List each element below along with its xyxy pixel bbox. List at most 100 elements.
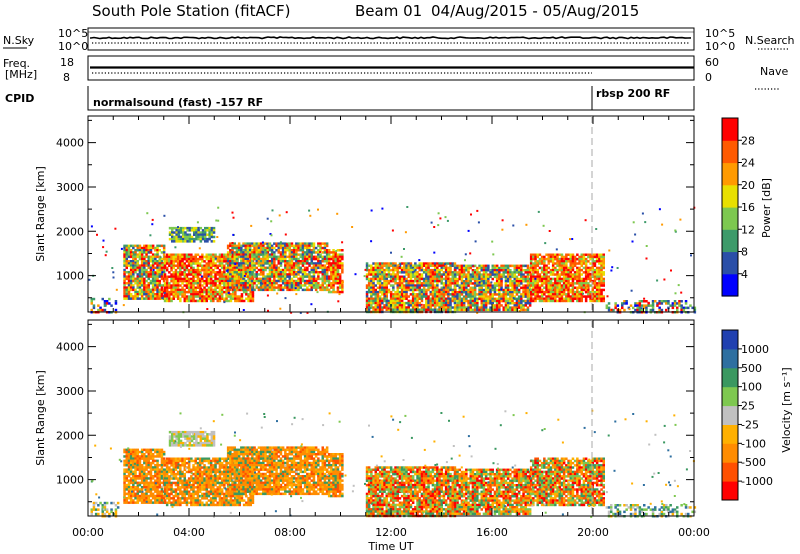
velocity-colorbar-tick-label: 500 xyxy=(741,362,762,375)
x-tick-label: 12:00 xyxy=(375,526,407,539)
data-region-7 xyxy=(454,264,532,312)
y-tick-label: 1000 xyxy=(56,270,84,283)
nsearch-tick-bottom: 10^0 xyxy=(705,40,735,53)
data-region-4 xyxy=(226,446,329,496)
nsky-tick-top: 10^5 xyxy=(58,27,88,40)
nave-tick-top: 60 xyxy=(705,56,719,69)
scatter-noise xyxy=(88,206,696,314)
power-colorbar: 4 8 12 16 20 24 28 xyxy=(721,117,755,297)
nsky-label: N.Sky xyxy=(3,34,35,47)
data-region-6 xyxy=(365,466,457,518)
velocity-colorbar-tick-label: -25 xyxy=(741,418,759,431)
y-tick-label: 4000 xyxy=(56,341,84,354)
velocity-y-label: Slant Range [km] xyxy=(34,370,47,466)
data-region-8 xyxy=(529,253,605,303)
nsky-trace xyxy=(90,36,692,40)
beam-title: Beam 01 xyxy=(355,2,422,20)
data-region-3 xyxy=(168,226,216,243)
freq-unit: [MHz] xyxy=(5,68,37,81)
nsky-tick-bottom: 10^0 xyxy=(58,40,88,53)
nave-tick-bottom: 0 xyxy=(705,71,712,84)
station-title: South Pole Station (fitACF) xyxy=(92,2,290,20)
x-tick-label: 00:00 xyxy=(678,526,710,539)
x-tick-label: 16:00 xyxy=(476,526,508,539)
nave-label: Nave xyxy=(760,65,788,78)
colorbar-swatch xyxy=(722,273,738,297)
freq-label: Freq. xyxy=(3,57,30,70)
y-tick-label: 4000 xyxy=(56,137,84,150)
y-tick-label: 2000 xyxy=(56,225,84,238)
power-colorbar-tick-label: 24 xyxy=(741,157,755,170)
y-tick-label: 3000 xyxy=(56,181,84,194)
data-region-5 xyxy=(327,249,344,294)
colorbar-swatch xyxy=(722,184,738,208)
time-axis: 00:00 04:00 08:00 12:00 16:00 20:00 00:00 xyxy=(72,116,710,539)
x-tick-label: 04:00 xyxy=(173,526,205,539)
data-region-3 xyxy=(168,430,216,447)
velocity-colorbar-tick-label: -500 xyxy=(741,456,766,469)
power-heatmap xyxy=(88,206,697,314)
data-region-7 xyxy=(454,468,532,516)
power-colorbar-label: Power [dB] xyxy=(760,178,773,238)
data-region-8 xyxy=(529,457,605,507)
colorbar-swatch xyxy=(722,140,738,164)
x-tick-label: 00:00 xyxy=(72,526,104,539)
power-colorbar-tick-label: 28 xyxy=(741,134,755,147)
data-region-4 xyxy=(226,242,329,292)
colorbar-swatch xyxy=(722,367,738,388)
data-region-5 xyxy=(327,453,344,498)
velocity-colorbar-tick-label: -100 xyxy=(741,437,766,450)
data-region-1 xyxy=(123,448,166,504)
velocity-colorbar-label: Velocity [m s⁻¹] xyxy=(780,367,793,452)
data-region-9 xyxy=(605,504,697,518)
power-colorbar-tick-label: 20 xyxy=(741,179,755,192)
nsearch-tick-top: 10^5 xyxy=(705,27,735,40)
nsky-frame xyxy=(87,27,695,51)
colorbar-swatch xyxy=(722,330,738,350)
colorbar-swatch xyxy=(722,251,738,275)
data-region-6 xyxy=(365,262,457,314)
colorbar-swatch xyxy=(722,443,738,463)
freq-tick-top: 18 xyxy=(60,56,74,69)
y-tick-label: 1000 xyxy=(56,474,84,487)
colorbar-swatch xyxy=(722,386,738,407)
data-region-0 xyxy=(90,501,120,518)
velocity-y-axis: 1000 2000 3000 4000 xyxy=(56,323,694,503)
time-axis-label: Time UT xyxy=(367,540,413,553)
nsky-trace-line xyxy=(90,36,692,40)
freq-tick-bottom: 8 xyxy=(63,71,70,84)
power-colorbar-tick-label: 12 xyxy=(741,223,755,236)
power-colorbar-tick-label: 4 xyxy=(741,268,748,281)
nsearch-label: N.Search xyxy=(745,34,795,47)
x-tick-label: 20:00 xyxy=(577,526,609,539)
colorbar-frame xyxy=(721,329,739,501)
colorbar-swatch xyxy=(722,229,738,253)
cpid-segment-1: rbsp 200 RF xyxy=(596,87,670,100)
data-region-1 xyxy=(123,244,166,300)
power-y-axis: 1000 2000 3000 4000 xyxy=(56,119,694,299)
power-colorbar-tick-label: 16 xyxy=(741,201,755,214)
velocity-colorbar-tick-label: -1000 xyxy=(741,475,773,488)
colorbar-swatch xyxy=(722,405,738,425)
date-title: 04/Aug/2015 - 05/Aug/2015 xyxy=(431,2,639,20)
velocity-heatmap xyxy=(90,409,697,518)
cpid-frame xyxy=(87,86,695,111)
cpid-label: CPID xyxy=(5,92,34,105)
x-tick-label: 08:00 xyxy=(274,526,306,539)
cpid-segment-0: normalsound (fast) -157 RF xyxy=(93,96,263,109)
colorbar-swatch xyxy=(722,481,738,501)
velocity-colorbar-tick-label: 25 xyxy=(741,400,755,413)
y-tick-label: 2000 xyxy=(56,429,84,442)
velocity-colorbar-tick-label: 100 xyxy=(741,381,762,394)
colorbar-swatch xyxy=(722,348,738,369)
colorbar-swatch xyxy=(722,424,738,444)
power-colorbar-tick-label: 8 xyxy=(741,246,748,259)
colorbar-swatch xyxy=(722,462,738,482)
velocity-colorbar: 1000 500 100 25 -25 -100 -500 -1000 xyxy=(721,329,773,501)
velocity-colorbar-tick-label: 1000 xyxy=(741,343,769,356)
y-tick-label: 3000 xyxy=(56,385,84,398)
colorbar-swatch xyxy=(722,207,738,230)
colorbar-swatch xyxy=(722,118,738,141)
colorbar-swatch xyxy=(722,162,738,186)
